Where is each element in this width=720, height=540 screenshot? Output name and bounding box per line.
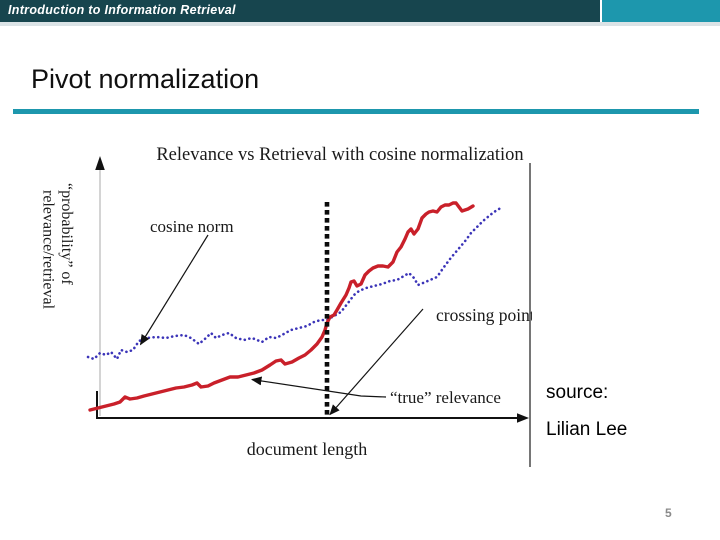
- cosine-norm-label: cosine norm: [150, 217, 234, 236]
- x-axis: [96, 391, 518, 419]
- chart-title: Relevance vs Retrieval with cosine norma…: [156, 145, 523, 165]
- curves-group: [86, 201, 504, 412]
- cosine-norm-curve: [86, 205, 504, 361]
- crossing-point-label: crossing point: [436, 305, 532, 325]
- x-axis-label: document length: [247, 439, 367, 459]
- page-number: 5: [665, 506, 672, 520]
- true-relevance-arrow: [251, 376, 387, 398]
- header-bar: [0, 0, 720, 22]
- header-accent-block: [600, 0, 720, 22]
- true-relevance-curve: [88, 201, 475, 412]
- true-relevance-label: “true” relevance: [390, 388, 501, 407]
- title-underline-rule: [13, 109, 699, 114]
- cosine-norm-arrow: [139, 234, 209, 346]
- relevance-retrieval-chart: Relevance vs Retrieval with cosine norma…: [40, 145, 532, 467]
- source-label: source:: [546, 382, 609, 403]
- source-credit: source: Lilian Lee: [546, 382, 627, 456]
- source-author: Lilian Lee: [546, 419, 628, 440]
- y-axis-label-line2: relevance/retrieval: [40, 190, 57, 310]
- course-title: Introduction to Information Retrieval: [8, 3, 236, 17]
- y-axis-arrowhead-icon: [95, 156, 105, 170]
- crossing-point-arrow: [329, 308, 424, 416]
- x-axis-arrowhead-icon: [517, 413, 529, 423]
- page-title: Pivot normalization: [31, 64, 260, 94]
- y-axis-label-line1: “probability” of: [58, 183, 75, 285]
- header-bottom-strip: [0, 22, 720, 26]
